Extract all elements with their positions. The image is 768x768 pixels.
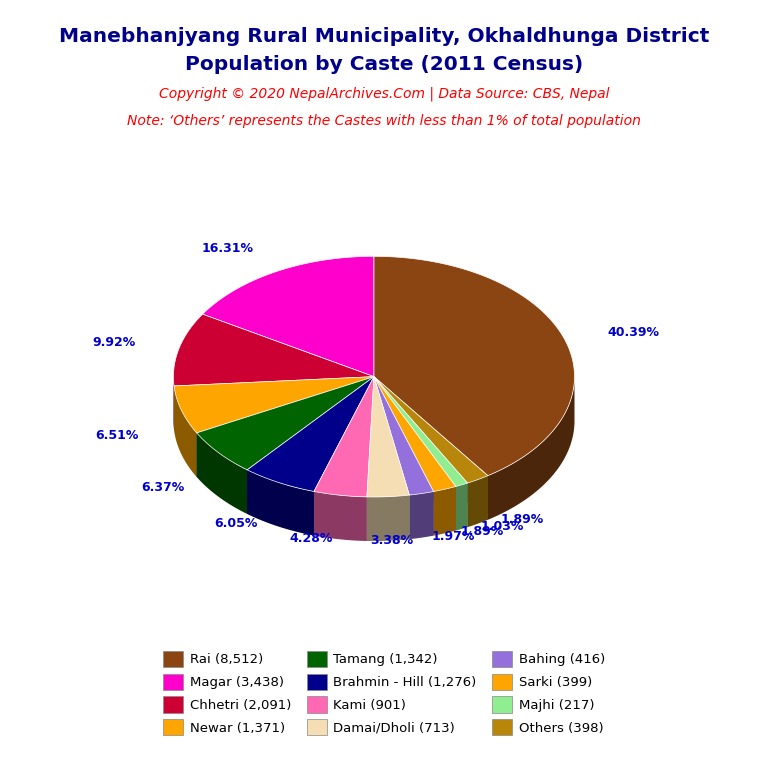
Polygon shape — [314, 376, 374, 535]
Polygon shape — [203, 257, 374, 376]
Text: 1.03%: 1.03% — [481, 520, 525, 533]
Legend: Rai (8,512), Magar (3,438), Chhetri (2,091), Newar (1,371), Tamang (1,342), Brah: Rai (8,512), Magar (3,438), Chhetri (2,0… — [158, 646, 610, 740]
Polygon shape — [174, 376, 374, 433]
Polygon shape — [374, 376, 433, 495]
Text: 9.92%: 9.92% — [93, 336, 136, 349]
Polygon shape — [174, 376, 374, 430]
Polygon shape — [174, 386, 197, 477]
Polygon shape — [197, 376, 374, 477]
Polygon shape — [367, 376, 374, 541]
Polygon shape — [374, 376, 468, 527]
Polygon shape — [456, 483, 468, 531]
Polygon shape — [374, 376, 456, 531]
Text: Population by Caste (2011 Census): Population by Caste (2011 Census) — [185, 55, 583, 74]
Text: 1.89%: 1.89% — [460, 525, 504, 538]
Polygon shape — [374, 376, 488, 520]
Text: Copyright © 2020 NepalArchives.Com | Data Source: CBS, Nepal: Copyright © 2020 NepalArchives.Com | Dat… — [159, 86, 609, 101]
Polygon shape — [374, 376, 488, 483]
Text: 40.39%: 40.39% — [607, 326, 660, 339]
Polygon shape — [247, 376, 374, 492]
Polygon shape — [247, 470, 314, 535]
Text: Manebhanjyang Rural Municipality, Okhaldhunga District: Manebhanjyang Rural Municipality, Okhald… — [59, 27, 709, 46]
Polygon shape — [174, 314, 374, 386]
Polygon shape — [468, 475, 488, 527]
Polygon shape — [374, 376, 409, 539]
Polygon shape — [374, 376, 456, 492]
Text: 4.28%: 4.28% — [290, 532, 333, 545]
Text: Note: ‘Others’ represents the Castes with less than 1% of total population: Note: ‘Others’ represents the Castes wit… — [127, 114, 641, 127]
Polygon shape — [374, 376, 468, 527]
Polygon shape — [174, 376, 374, 430]
Polygon shape — [374, 376, 433, 535]
Polygon shape — [409, 492, 433, 539]
Polygon shape — [374, 376, 468, 486]
Polygon shape — [247, 376, 374, 514]
Polygon shape — [247, 376, 374, 514]
Polygon shape — [374, 376, 433, 535]
Polygon shape — [314, 376, 374, 497]
Text: 6.05%: 6.05% — [214, 517, 258, 530]
Text: 6.51%: 6.51% — [95, 429, 139, 442]
Text: 6.37%: 6.37% — [141, 481, 185, 494]
Polygon shape — [374, 376, 488, 520]
Polygon shape — [197, 376, 374, 477]
Polygon shape — [367, 495, 409, 541]
Polygon shape — [197, 433, 247, 514]
Polygon shape — [374, 257, 574, 475]
Polygon shape — [374, 376, 456, 531]
Polygon shape — [433, 486, 456, 535]
Polygon shape — [488, 378, 574, 520]
Text: 16.31%: 16.31% — [202, 242, 254, 255]
Polygon shape — [374, 376, 409, 539]
Polygon shape — [367, 376, 374, 541]
Polygon shape — [367, 376, 409, 497]
Text: 1.97%: 1.97% — [432, 531, 475, 544]
Text: 1.89%: 1.89% — [501, 513, 544, 526]
Polygon shape — [197, 376, 374, 470]
Polygon shape — [314, 376, 374, 535]
Polygon shape — [314, 492, 367, 541]
Text: 3.38%: 3.38% — [370, 535, 413, 548]
